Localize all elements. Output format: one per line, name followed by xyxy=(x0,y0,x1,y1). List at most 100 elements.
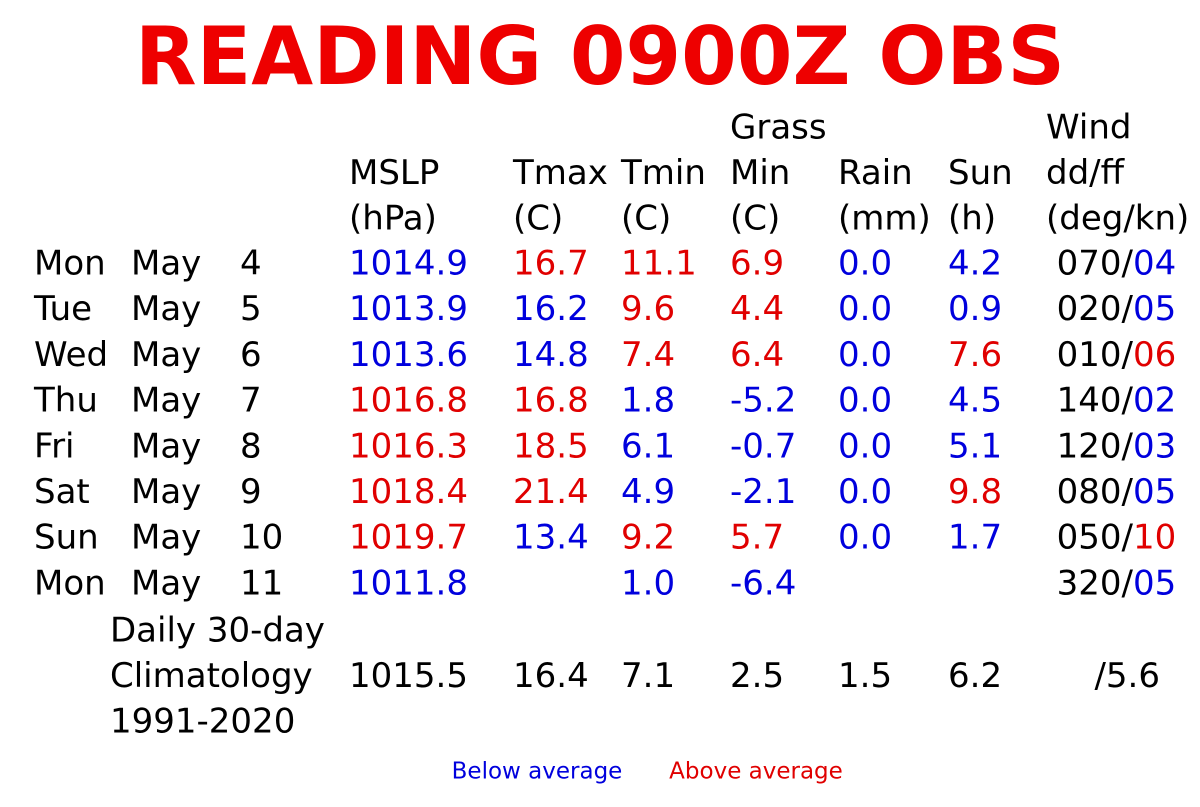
value-cell: 6.4 xyxy=(730,335,784,375)
value-cell: 9.6 xyxy=(621,289,675,329)
value-cell: 1014.9 xyxy=(349,244,468,284)
column-header: (C) xyxy=(730,199,780,239)
column-header: Sun xyxy=(948,153,1013,193)
value-cell: 6.9 xyxy=(730,244,784,284)
value-cell: 1019.7 xyxy=(349,518,468,558)
month: May xyxy=(131,518,201,558)
date: 4 xyxy=(240,244,262,284)
value-cell: 1018.4 xyxy=(349,472,468,512)
wind-direction: 070/ xyxy=(1057,244,1134,284)
value-cell: 4.5 xyxy=(948,381,1002,421)
date: 6 xyxy=(240,335,262,375)
value-cell: 1016.8 xyxy=(349,381,468,421)
day: Mon xyxy=(34,244,106,284)
value-cell: 7.4 xyxy=(621,335,675,375)
column-header: Rain xyxy=(838,153,913,193)
column-header: dd/ff xyxy=(1046,153,1126,193)
column-header: Grass xyxy=(730,108,827,148)
value-cell: 1013.6 xyxy=(349,335,468,375)
value-cell: 1011.8 xyxy=(349,563,468,603)
column-header: (mm) xyxy=(838,199,931,239)
value-cell: 0.0 xyxy=(838,381,892,421)
value-cell: 18.5 xyxy=(513,426,589,466)
column-header: Wind xyxy=(1046,108,1131,148)
value-cell: 0.0 xyxy=(838,289,892,329)
wind-direction: 120/ xyxy=(1057,426,1134,466)
wind-direction: 140/ xyxy=(1057,381,1134,421)
day: Mon xyxy=(34,563,106,603)
value-cell: 6.1 xyxy=(621,426,675,466)
day: Tue xyxy=(33,289,92,329)
climatology-label: Daily 30-day xyxy=(110,611,325,651)
climatology-label: 1991-2020 xyxy=(110,702,295,742)
wind-speed: 02 xyxy=(1133,381,1176,421)
wind-direction: 320/ xyxy=(1057,563,1134,603)
value-cell: -5.2 xyxy=(730,381,796,421)
wind-speed: 05 xyxy=(1133,563,1176,603)
date: 8 xyxy=(240,426,262,466)
column-header: Min xyxy=(730,153,790,193)
value-cell: 0.9 xyxy=(948,289,1002,329)
climatology-value: 7.1 xyxy=(621,656,675,696)
value-cell: 11.1 xyxy=(621,244,697,284)
value-cell: 16.2 xyxy=(513,289,589,329)
climatology-wind: /5.6 xyxy=(1094,656,1160,696)
month: May xyxy=(131,335,201,375)
date: 9 xyxy=(240,472,262,512)
title: READING 0900Z OBS xyxy=(135,10,1065,103)
wind-speed: 04 xyxy=(1133,244,1176,284)
value-cell: 0.0 xyxy=(838,426,892,466)
wind-speed: 05 xyxy=(1133,289,1176,329)
wind-speed: 10 xyxy=(1133,518,1176,558)
wind-speed: 06 xyxy=(1133,335,1176,375)
value-cell: 0.0 xyxy=(838,472,892,512)
value-cell: 1013.9 xyxy=(349,289,468,329)
month: May xyxy=(131,426,201,466)
value-cell: 9.8 xyxy=(948,472,1002,512)
wind-speed: 03 xyxy=(1133,426,1176,466)
column-header: MSLP xyxy=(349,153,439,193)
date: 5 xyxy=(240,289,262,329)
value-cell: 0.0 xyxy=(838,518,892,558)
value-cell: 13.4 xyxy=(513,518,589,558)
date: 11 xyxy=(240,563,283,603)
day: Sat xyxy=(34,472,90,512)
wind-direction: 020/ xyxy=(1057,289,1134,329)
climatology-value: 1015.5 xyxy=(349,656,468,696)
month: May xyxy=(131,472,201,512)
value-cell: 14.8 xyxy=(513,335,589,375)
value-cell: 1.0 xyxy=(621,563,675,603)
climatology-label: Climatology xyxy=(110,656,313,696)
climatology-value: 6.2 xyxy=(948,656,1002,696)
value-cell: 1016.3 xyxy=(349,426,468,466)
value-cell: 0.0 xyxy=(838,244,892,284)
value-cell: 4.4 xyxy=(730,289,784,329)
wind-direction: 050/ xyxy=(1057,518,1134,558)
column-header: (hPa) xyxy=(349,199,437,239)
value-cell: 5.1 xyxy=(948,426,1002,466)
day: Fri xyxy=(34,426,75,466)
value-cell: 4.9 xyxy=(621,472,675,512)
value-cell: 1.8 xyxy=(621,381,675,421)
wind-direction: 080/ xyxy=(1057,472,1134,512)
month: May xyxy=(131,244,201,284)
value-cell: 16.7 xyxy=(513,244,589,284)
date: 10 xyxy=(240,518,283,558)
month: May xyxy=(131,381,201,421)
value-cell: 4.2 xyxy=(948,244,1002,284)
month: May xyxy=(131,289,201,329)
value-cell: -2.1 xyxy=(730,472,796,512)
day: Thu xyxy=(33,381,98,421)
legend-above: Above average xyxy=(669,759,843,785)
value-cell: 16.8 xyxy=(513,381,589,421)
column-header: (C) xyxy=(513,199,563,239)
day: Sun xyxy=(34,518,99,558)
day: Wed xyxy=(34,335,108,375)
value-cell: 7.6 xyxy=(948,335,1002,375)
column-header: Tmax xyxy=(512,153,608,193)
month: May xyxy=(131,563,201,603)
column-header: Tmin xyxy=(620,153,706,193)
value-cell: 0.0 xyxy=(838,335,892,375)
column-header: (deg/kn) xyxy=(1046,199,1189,239)
